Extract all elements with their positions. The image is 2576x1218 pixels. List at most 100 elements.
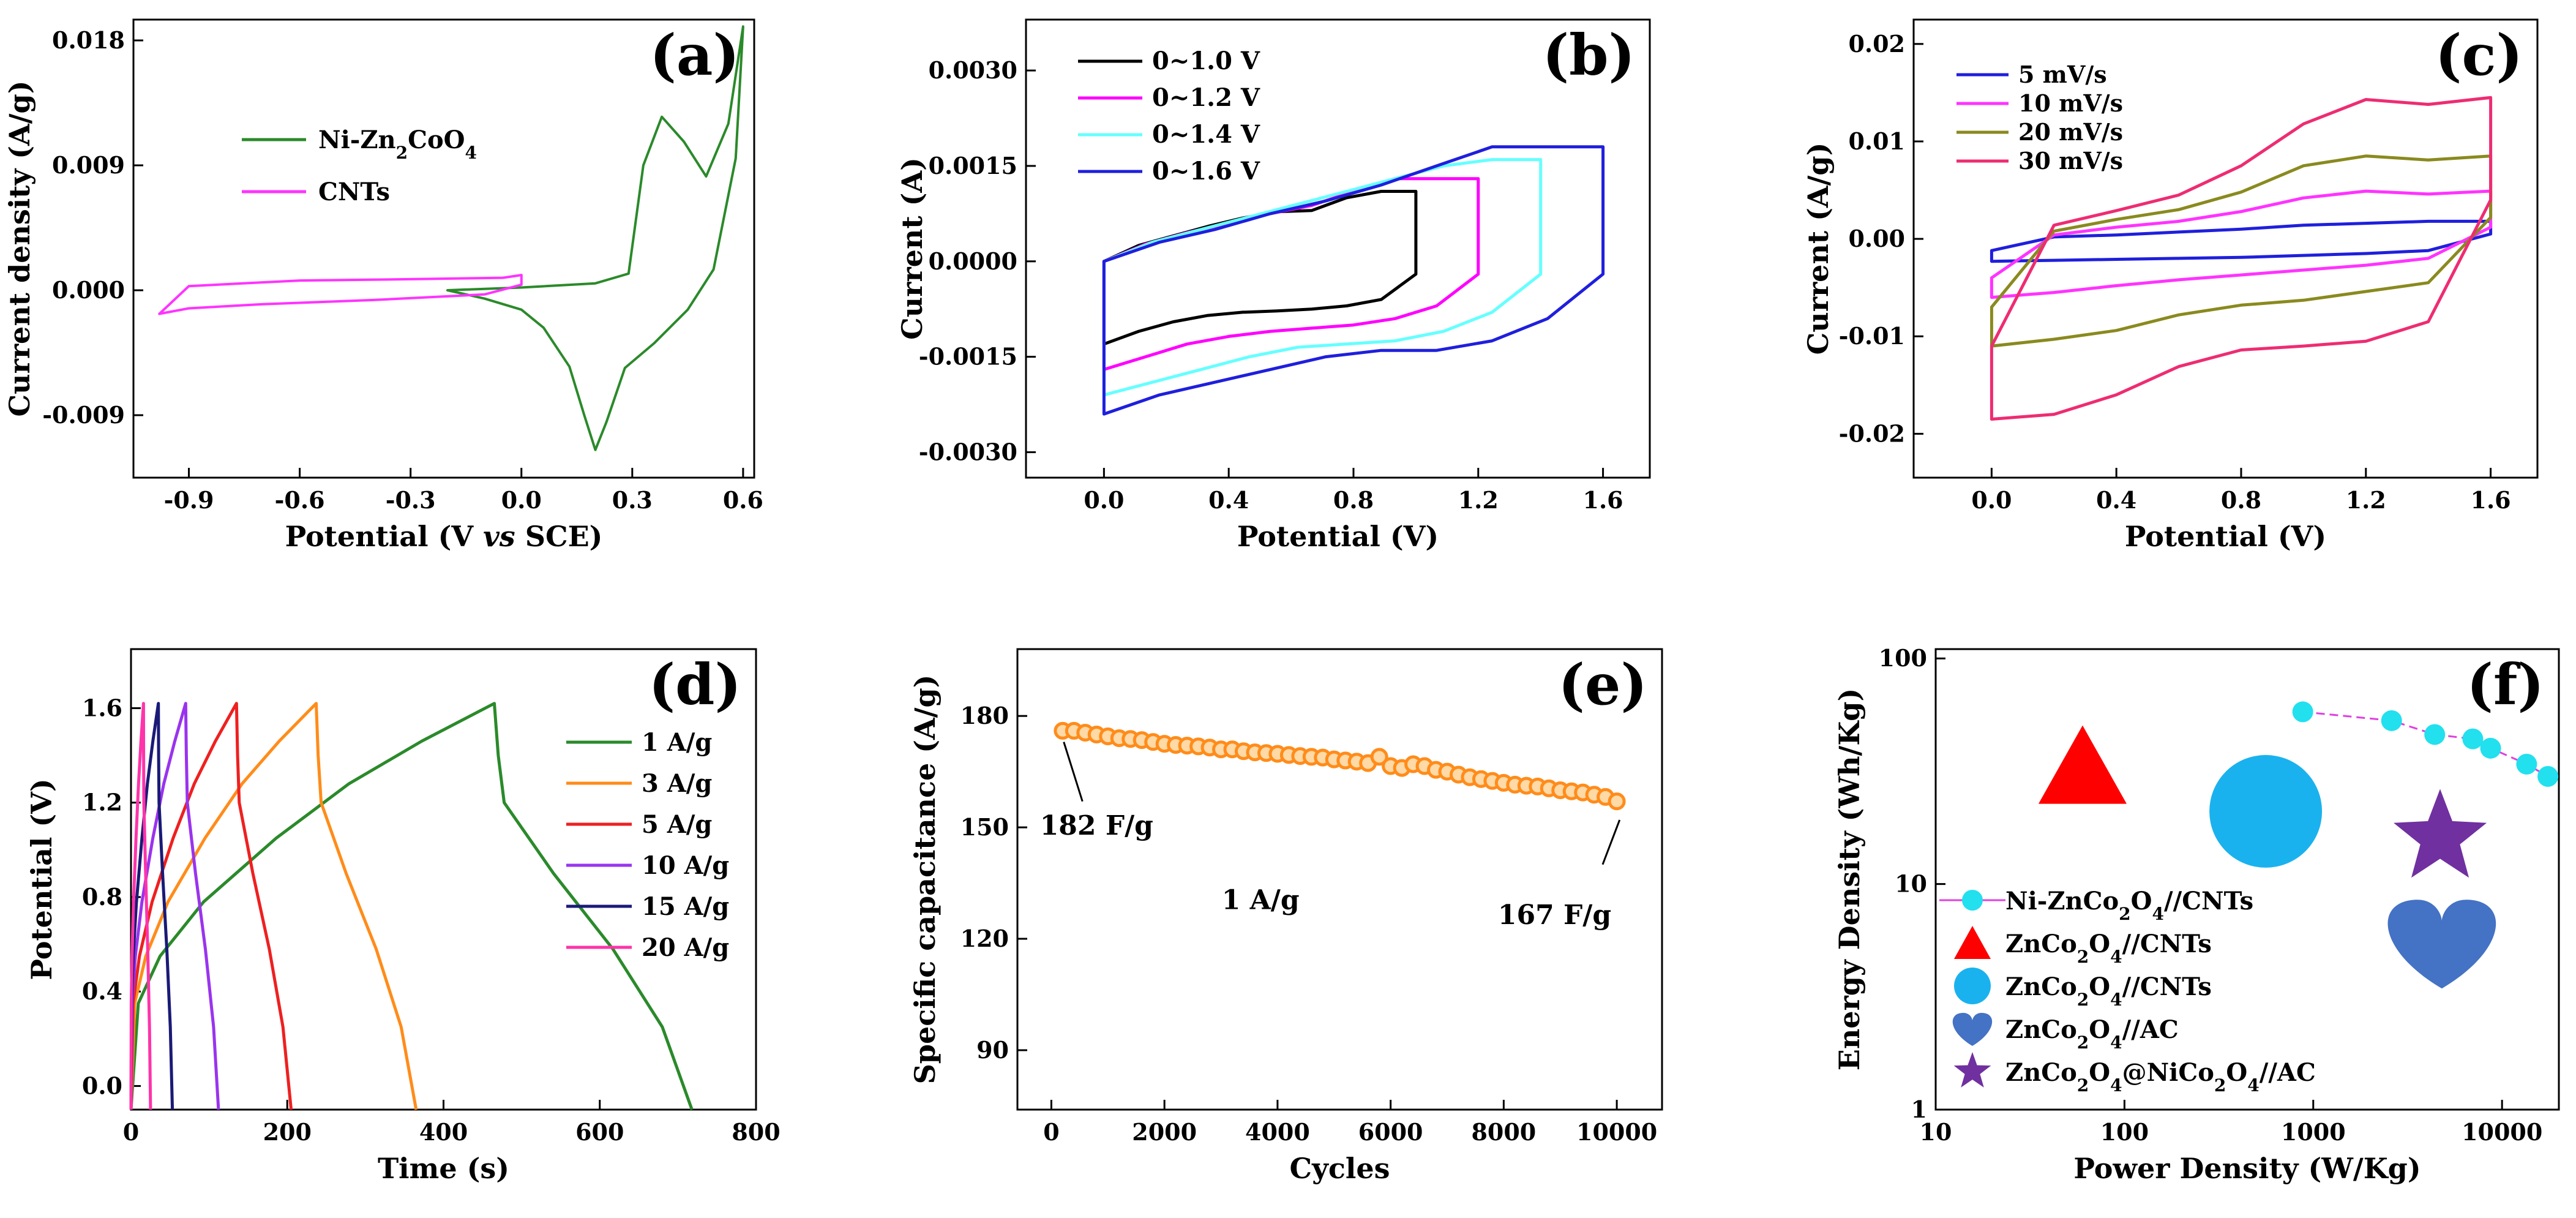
- x-tick-label: 10000: [1576, 1118, 1657, 1146]
- legend-label: Ni-ZnCo2O4//CNTs: [2005, 887, 2253, 924]
- legend-label: 1 A/g: [642, 728, 712, 757]
- legend-label: 20 A/g: [642, 933, 729, 962]
- data-point: [2516, 753, 2537, 775]
- panel-e: 0 2000 4000 6000 8000 10000 90 120 150 180 Cycles S…: [908, 648, 1663, 1185]
- x-tick-label: 400: [419, 1118, 468, 1146]
- y-tick-label: 100: [1879, 644, 1927, 672]
- y-tick-label: 0.02: [1848, 30, 1905, 58]
- x-tick-label: 1.6: [2471, 486, 2511, 514]
- x-tick-label: 200: [263, 1118, 312, 1146]
- y-tick-label: -0.0030: [919, 438, 1017, 465]
- x-tick-label: 2000: [1132, 1118, 1197, 1146]
- y-tick-label: 1.2: [82, 789, 122, 816]
- annotation: 1 A/g: [1222, 885, 1300, 916]
- legend-marker: [1962, 890, 1983, 911]
- annotation: 182 F/g: [1040, 810, 1153, 841]
- legend-label: ZnCo2O4//CNTs: [2005, 930, 2212, 967]
- x-tick-label: -0.6: [275, 486, 325, 514]
- x-tick-label: 100: [2100, 1118, 2149, 1146]
- y-tick-label: 0.4: [82, 977, 122, 1005]
- legend-label: ZnCo2O4//AC: [2005, 1015, 2179, 1053]
- x-tick-label: 1.2: [1458, 486, 1499, 514]
- plot-frame: [1934, 648, 2560, 1111]
- x-tick-label: 10000: [2462, 1118, 2542, 1146]
- cv-curve: [1990, 96, 2493, 421]
- x-tick-label: 1.6: [1583, 486, 1623, 514]
- gcd-curve: [129, 702, 418, 1110]
- legend-label: 3 A/g: [642, 769, 712, 798]
- y-tick-label: 0.0015: [929, 152, 1017, 179]
- x-tick-label: 0: [1043, 1118, 1059, 1146]
- gcd-curve: [129, 702, 152, 1110]
- panel-label: (e): [1558, 652, 1647, 718]
- y-tick-label: 1: [1911, 1096, 1927, 1123]
- y-axis-label: Current density (A/g): [3, 81, 36, 417]
- y-tick-label: 10: [1895, 870, 1927, 898]
- plot-frame: [1016, 648, 1663, 1111]
- x-tick-label: 0.8: [1333, 486, 1374, 514]
- x-tick-label: 6000: [1358, 1118, 1423, 1146]
- legend-label: ZnCo2O4@NiCo2O4//AC: [2005, 1058, 2316, 1096]
- x-axis-label: Cycles: [1290, 1152, 1390, 1185]
- legend-label: ZnCo2O4//CNTs: [2005, 972, 2212, 1010]
- legend-label: Ni-Zn2CoO4: [318, 126, 477, 163]
- panel-label: (a): [650, 22, 739, 88]
- annotation-arrow: [1063, 742, 1084, 802]
- panel-d: 0 200 400 600 800 0.0 0.4 0.8 1.2 1.6 Time (s) Pote…: [25, 648, 781, 1185]
- x-tick-label: 8000: [1471, 1118, 1536, 1146]
- legend-label: 10 A/g: [642, 851, 729, 880]
- legend-marker: [1954, 926, 1991, 959]
- y-tick-label: 0.01: [1848, 127, 1905, 155]
- x-tick-label: 0.3: [612, 486, 653, 514]
- legend-marker: [1952, 1013, 1993, 1046]
- legend-label: 5 A/g: [642, 810, 712, 839]
- legend-marker: [1954, 968, 1991, 1004]
- legend-label: 0~1.2 V: [1152, 83, 1260, 112]
- y-tick-label: 0.8: [82, 883, 122, 911]
- x-axis-label: Potential (V vs SCE): [285, 520, 603, 553]
- legend-label: 5 mV/s: [2018, 61, 2107, 88]
- x-tick-label: 0.0: [1084, 486, 1124, 514]
- y-tick-label: 150: [960, 813, 1009, 841]
- x-tick-label: 800: [732, 1118, 780, 1146]
- cv-curve: [1102, 158, 1543, 397]
- data-point: [2537, 765, 2559, 787]
- y-axis-label: Potential (V): [25, 778, 58, 980]
- panel-label: (d): [649, 652, 741, 718]
- y-tick-label: 0.00: [1848, 225, 1905, 252]
- legend-label: CNTs: [318, 178, 390, 206]
- y-tick-label: -0.02: [1839, 419, 1905, 447]
- x-tick-label: 1.2: [2346, 486, 2386, 514]
- plot-frame: [132, 18, 755, 479]
- legend-label: 30 mV/s: [2018, 147, 2123, 175]
- x-axis-label: Time (s): [378, 1152, 509, 1185]
- data-point: [2394, 789, 2487, 878]
- y-tick-label: -0.01: [1839, 322, 1905, 350]
- cv-curve: [1990, 189, 2493, 299]
- y-tick-label: 1.6: [82, 694, 122, 721]
- cycle-point: [1608, 792, 1626, 811]
- annotation-arrow: [1601, 819, 1621, 865]
- y-tick-label: 0.000: [52, 276, 125, 304]
- panel-a: -0.9 -0.6 -0.3 0.0 0.3 0.6 -0.009 0.000 0.009 0.0…: [3, 18, 763, 553]
- x-tick-label: -0.9: [164, 486, 214, 514]
- y-tick-label: -0.0015: [919, 343, 1017, 370]
- y-axis-label: Current (A/g): [1802, 143, 1835, 355]
- legend-label: 20 mV/s: [2018, 118, 2123, 146]
- y-tick-label: -0.009: [42, 401, 125, 429]
- x-tick-label: 0.6: [723, 486, 763, 514]
- x-tick-label: 0.8: [2221, 486, 2261, 514]
- series-line: [2302, 710, 2548, 778]
- x-axis-label: Power Density (W/Kg): [2073, 1152, 2421, 1185]
- cycle-point: [1370, 748, 1388, 766]
- cv-curve: [158, 274, 523, 315]
- gcd-curve: [129, 702, 220, 1110]
- data-point: [2387, 900, 2496, 989]
- x-tick-label: 600: [575, 1118, 624, 1146]
- data-point: [2381, 710, 2402, 731]
- panel-c: 0.0 0.4 0.8 1.2 1.6 -0.02 -0.01 0.00 0.01 0.02 Pot…: [1802, 18, 2539, 553]
- y-tick-label: 180: [960, 702, 1009, 729]
- cv-curve: [446, 25, 744, 451]
- x-tick-label: 1000: [2281, 1118, 2346, 1146]
